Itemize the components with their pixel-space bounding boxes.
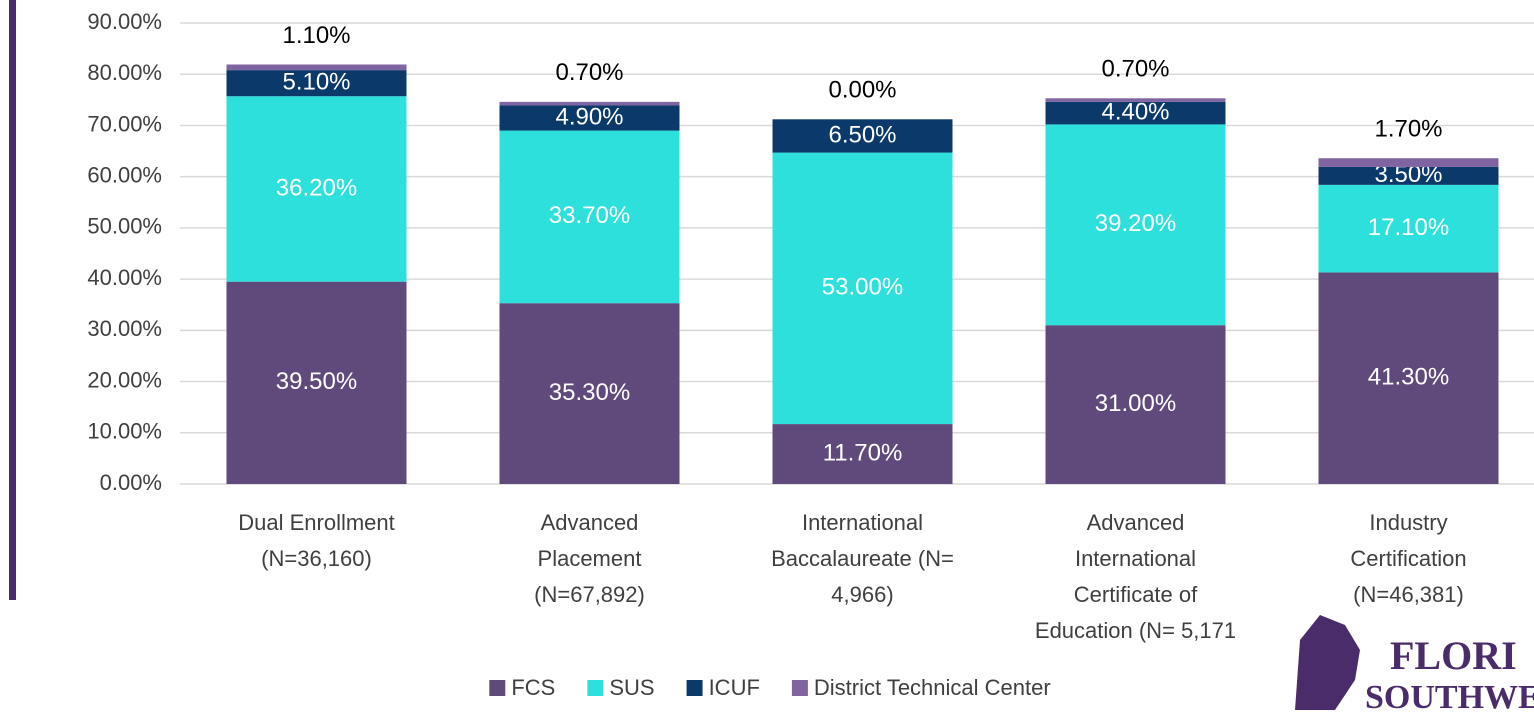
data-label: 11.70% [823, 439, 903, 466]
legend-label: ICUF [709, 675, 760, 700]
legend-label: District Technical Center [814, 675, 1051, 700]
logo-text: FLORI [1390, 633, 1517, 678]
legend-swatch [686, 680, 703, 696]
data-label: 33.70% [549, 202, 630, 229]
bar-segment [772, 424, 953, 484]
bar-segment [499, 105, 680, 131]
data-label: 1.70% [1374, 116, 1442, 143]
bar-segment [226, 281, 407, 484]
bar-segment [499, 303, 680, 484]
data-label: 17.10% [1368, 214, 1449, 241]
legend-label: FCS [511, 675, 555, 700]
data-label: 53.00% [822, 274, 903, 301]
data-label: 31.00% [1095, 390, 1176, 417]
logo-mascot [1295, 615, 1360, 710]
bar-segment [1318, 272, 1499, 484]
x-tick-label: Advanced International Certificate of Educa… [1035, 510, 1236, 643]
data-label: 6.50% [828, 121, 896, 148]
data-label: 1.10% [282, 22, 350, 49]
y-tick-label: 30.00% [87, 316, 162, 341]
data-label: 4.40% [1101, 98, 1169, 125]
legend-swatch [489, 680, 506, 696]
data-label: 36.20% [276, 174, 357, 201]
y-tick-label: 90.00% [87, 9, 162, 34]
logo-text: SOUTHWEST [1365, 679, 1534, 715]
data-label: 4.90% [555, 103, 623, 130]
side-accent [9, 0, 16, 600]
bar-segment [1045, 98, 1226, 102]
data-label: 35.30% [549, 379, 630, 406]
bar-segment [1318, 158, 1499, 167]
bar-segment [1318, 184, 1499, 273]
y-tick-label: 10.00% [87, 419, 162, 444]
y-tick-label: 70.00% [87, 111, 162, 136]
legend-swatch [587, 680, 604, 696]
data-label: 0.70% [555, 59, 623, 86]
bar-segment [226, 96, 407, 282]
bar-segment [1318, 166, 1499, 185]
y-tick-label: 60.00% [87, 162, 162, 187]
x-tick-label: Industry Certification (N=46,381) [1350, 510, 1466, 607]
bar-segment [226, 70, 407, 97]
y-tick-label: 20.00% [87, 367, 162, 392]
legend-label: SUS [609, 675, 654, 700]
x-tick-label: Dual Enrollment (N=36,160) [238, 510, 395, 571]
bar-segment [1045, 124, 1226, 326]
bar-segment [1045, 101, 1226, 125]
y-tick-label: 80.00% [87, 60, 162, 85]
legend-swatch [791, 680, 808, 696]
bar-segment [226, 64, 407, 71]
bar-segment [499, 101, 680, 106]
bar-segment [1045, 325, 1226, 484]
y-tick-label: 50.00% [87, 214, 162, 239]
bar-segment [772, 119, 953, 153]
data-label: 0.00% [828, 77, 896, 104]
data-label: 0.70% [1101, 56, 1169, 83]
bar-segment [499, 130, 680, 304]
x-tick-label: Advanced Placement (N=67,892) [534, 510, 645, 607]
y-tick-label: 0.00% [100, 470, 162, 495]
data-label: 5.10% [282, 69, 350, 96]
y-tick-label: 40.00% [87, 265, 162, 290]
bar-segment [772, 152, 953, 425]
data-label: 39.20% [1095, 210, 1176, 237]
x-tick-label: International Baccalaureate (N= 4,966) [771, 510, 954, 607]
logo: FLORI SOUTHWEST [1295, 615, 1534, 715]
data-label: 39.50% [276, 368, 357, 395]
data-label: 41.30% [1368, 364, 1449, 391]
